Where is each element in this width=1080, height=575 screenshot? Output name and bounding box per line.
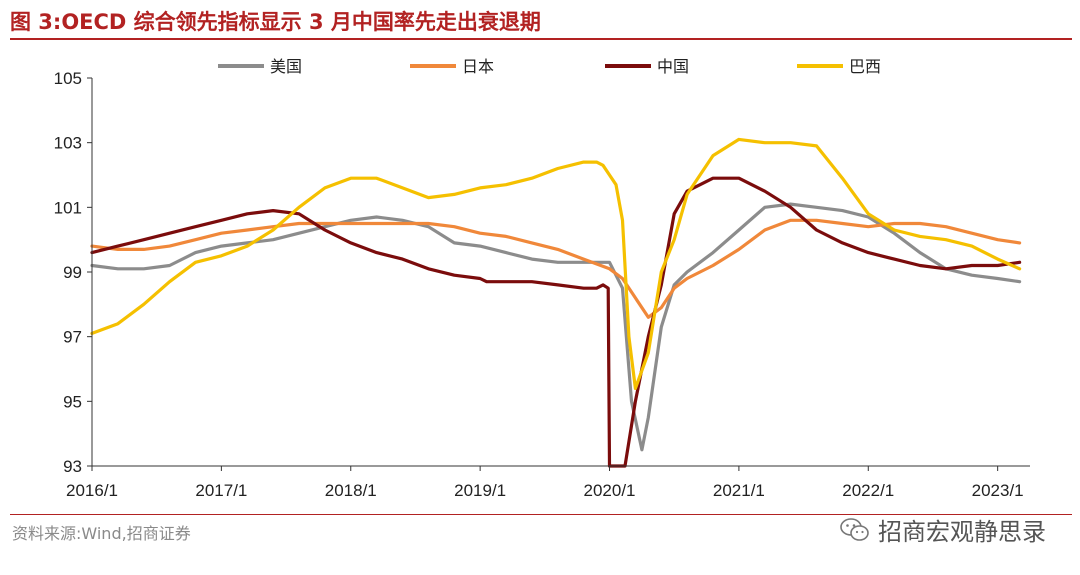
x-tick-label: 2022/1 (842, 481, 894, 500)
x-tick-label: 2019/1 (454, 481, 506, 500)
legend-label-3: 巴西 (849, 57, 881, 76)
x-tick-label: 2017/1 (195, 481, 247, 500)
x-tick-label: 2023/1 (972, 481, 1024, 500)
y-tick-label: 103 (54, 134, 82, 153)
watermark: 招商宏观静思录 (840, 512, 1046, 547)
y-tick-label: 105 (54, 69, 82, 88)
axes: 93 95 97 99 101 103 105 2016/1 2017/1 2018/1 2019/… (54, 69, 1030, 500)
watermark-text: 招商宏观静思录 (878, 518, 1046, 546)
series-line-1 (90, 218, 1022, 319)
line-chart: 美国 日本 中国 巴西 93 95 97 99 101 103 105 2016/1 2017/1 20… (54, 57, 1030, 500)
wechat-icon (840, 517, 869, 541)
source-rule (10, 514, 1072, 515)
series-line-2 (90, 176, 1022, 468)
plot-area (90, 137, 1022, 468)
legend-label-0: 美国 (270, 57, 302, 76)
series-line-3 (90, 137, 1022, 390)
y-tick-label: 99 (63, 263, 82, 282)
legend: 美国 日本 中国 巴西 (218, 57, 881, 76)
source-note: 资料来源:Wind,招商证券 (12, 524, 191, 543)
series-line-0 (90, 202, 1022, 452)
y-tick-label: 101 (54, 198, 82, 217)
x-tick-label: 2018/1 (325, 481, 377, 500)
x-tick-label: 2020/1 (584, 481, 636, 500)
x-tick-label: 2016/1 (66, 481, 118, 500)
x-tick-label: 2021/1 (713, 481, 765, 500)
title-rule (10, 38, 1072, 40)
legend-label-1: 日本 (462, 57, 494, 76)
figure-title: 图 3:OECD 综合领先指标显示 3 月中国率先走出衰退期 (10, 10, 541, 34)
y-tick-label: 93 (63, 457, 82, 476)
legend-label-2: 中国 (657, 57, 689, 76)
y-tick-label: 95 (63, 392, 82, 411)
y-tick-label: 97 (63, 328, 82, 347)
